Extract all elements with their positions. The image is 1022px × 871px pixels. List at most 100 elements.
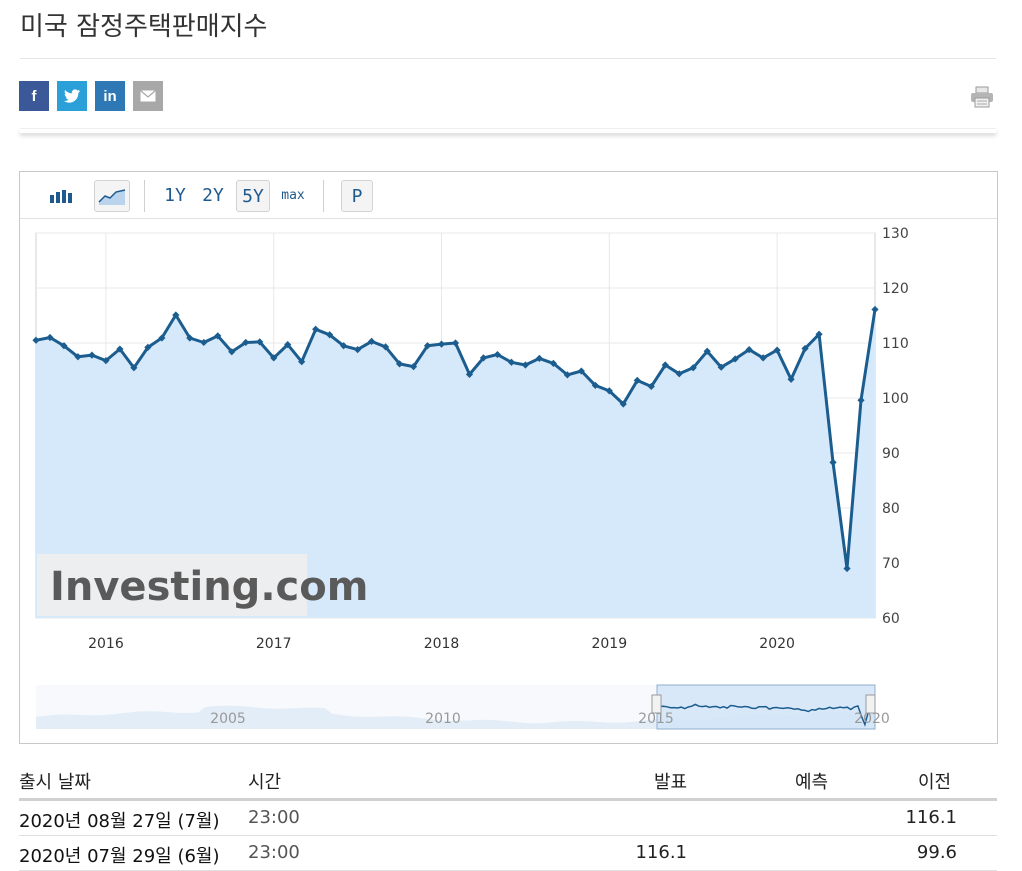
facebook-share-button[interactable]: f — [19, 81, 49, 111]
series-area — [36, 309, 875, 618]
data-point — [60, 342, 68, 350]
cell-time: 23:00 — [248, 807, 300, 828]
x-tick-label: 2020 — [759, 636, 795, 652]
email-icon — [140, 90, 156, 102]
navigator-x-tick-label: 2015 — [638, 711, 674, 727]
chart-canvas[interactable]: Investing.com 130 120 110 100 90 80 70 60 2016 2… — [20, 172, 997, 743]
data-point — [88, 351, 96, 359]
y-tick-label: 90 — [882, 446, 900, 462]
data-point — [815, 330, 823, 338]
data-point — [368, 337, 376, 345]
data-point — [32, 336, 40, 344]
page-title: 미국 잠정주택판매지수 — [20, 12, 268, 42]
navigator[interactable]: 2005 2010 2015 2020 — [36, 684, 890, 730]
linkedin-share-button[interactable]: in — [95, 81, 125, 111]
data-point — [228, 348, 236, 356]
range-1y-button[interactable]: 1Y — [164, 184, 186, 206]
data-point — [619, 400, 627, 408]
data-point — [493, 350, 502, 359]
data-point — [843, 564, 851, 573]
data-point — [354, 346, 362, 354]
cell-release-date: 2020년 08월 27일 (7월) — [19, 811, 220, 832]
share-bar: f in — [19, 81, 163, 111]
data-point — [46, 333, 54, 342]
data-point — [298, 358, 306, 366]
bar-chart-type-button[interactable] — [44, 180, 78, 210]
data-point — [116, 345, 124, 353]
table-row: 2020년 08월 27일 (7월) 23:00 116.1 — [19, 801, 997, 836]
cell-previous: 99.6 — [916, 842, 957, 863]
toolbar-separator — [144, 180, 145, 212]
data-point — [270, 354, 278, 362]
header-release-date: 출시 날짜 — [19, 772, 91, 793]
data-point — [521, 361, 530, 369]
data-point — [312, 325, 320, 333]
twitter-icon — [64, 89, 80, 103]
data-point — [340, 342, 348, 350]
table-header-row: 출시 날짜 시간 발표 예측 이전 — [19, 762, 997, 801]
area-chart-type-button[interactable] — [94, 180, 130, 212]
facebook-icon: f — [31, 87, 37, 105]
data-point — [326, 331, 334, 339]
data-point — [689, 364, 697, 372]
cell-time: 23:00 — [248, 842, 300, 863]
x-tick-label: 2019 — [591, 636, 627, 652]
range-2y-button[interactable]: 2Y — [202, 184, 224, 206]
data-point — [675, 370, 683, 378]
header-actual: 발표 — [654, 772, 688, 793]
x-tick-label: 2018 — [424, 636, 460, 652]
y-tick-label: 110 — [882, 336, 909, 352]
bar-chart-icon — [50, 190, 72, 203]
navigator-right-handle[interactable] — [865, 694, 876, 714]
cell-actual: 116.1 — [635, 842, 687, 863]
twitter-share-button[interactable] — [57, 81, 87, 111]
table-row: 2020년 07월 29일 (6월) 23:00 116.1 99.6 — [19, 836, 997, 871]
data-point — [703, 347, 711, 355]
linkedin-icon: in — [103, 87, 117, 105]
watermark: Investing.com — [37, 554, 368, 616]
x-tick-label: 2017 — [256, 636, 292, 652]
data-point — [577, 367, 585, 375]
navigator-x-tick-label: 2005 — [210, 711, 246, 727]
range-5y-button[interactable]: 5Y — [236, 180, 270, 212]
cell-release-date: 2020년 07월 29일 (6월) — [19, 846, 220, 867]
data-point — [423, 342, 432, 350]
navigator-x-tick-label: 2010 — [425, 711, 461, 727]
email-share-button[interactable] — [133, 81, 163, 111]
chart-panel: 1Y 2Y 5Y max P Investing.com 130 120 110 10… — [19, 171, 998, 744]
data-point — [661, 361, 669, 369]
x-tick-label: 2016 — [88, 636, 124, 652]
data-point — [717, 363, 725, 371]
data-point — [731, 355, 739, 363]
header-time: 시간 — [248, 772, 282, 793]
printer-icon — [971, 86, 993, 108]
release-history-table: 출시 날짜 시간 발표 예측 이전 2020년 08월 27일 (7월) 23:… — [19, 762, 997, 871]
watermark-background — [37, 554, 307, 616]
data-point — [647, 382, 655, 391]
divider — [20, 58, 996, 59]
area-chart-icon — [98, 189, 126, 205]
chart-toolbar: 1Y 2Y 5Y max P — [20, 172, 997, 219]
data-point — [74, 353, 82, 361]
header-previous: 이전 — [918, 772, 952, 793]
data-point — [857, 396, 865, 404]
header-forecast: 예측 — [795, 772, 829, 793]
data-point — [871, 305, 879, 314]
watermark-text: Investing.com — [50, 564, 368, 610]
y-tick-label: 60 — [882, 611, 900, 627]
navigator-x-tick-label: 2020 — [854, 711, 890, 727]
p-button[interactable]: P — [341, 180, 373, 212]
data-point — [829, 458, 837, 466]
y-tick-label: 120 — [882, 281, 909, 297]
data-point — [242, 338, 250, 347]
toolbar-separator — [323, 180, 324, 212]
range-max-button[interactable]: max — [281, 187, 305, 203]
navigator-left-handle[interactable] — [651, 694, 662, 714]
y-tick-label: 70 — [882, 556, 900, 572]
header-divider — [20, 128, 996, 133]
data-point — [801, 344, 809, 353]
cell-previous: 116.1 — [905, 807, 957, 828]
data-point — [200, 338, 208, 347]
y-tick-label: 100 — [882, 391, 909, 407]
print-button[interactable] — [970, 86, 994, 112]
